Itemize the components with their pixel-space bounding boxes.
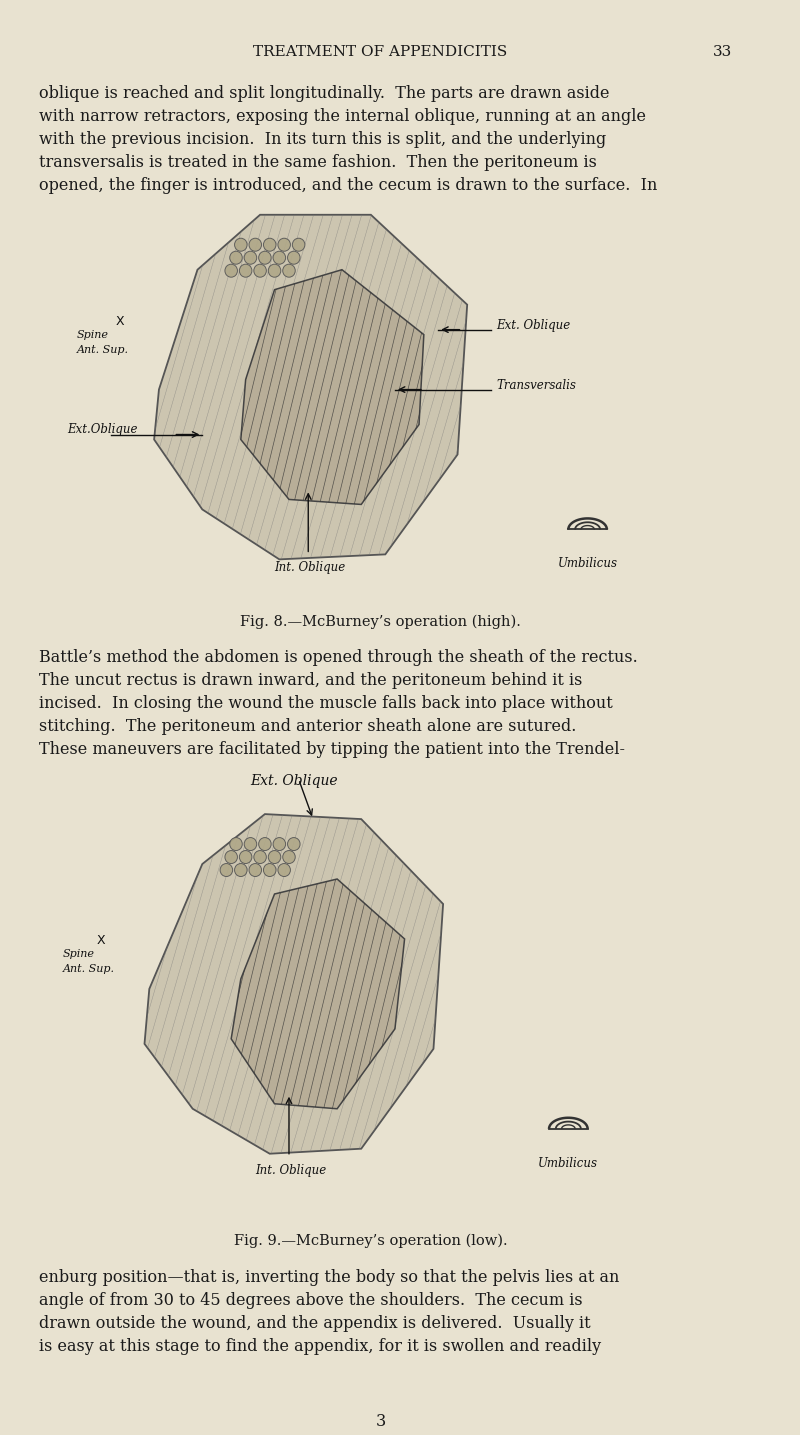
Circle shape [249,238,262,251]
Text: Ant. Sup.: Ant. Sup. [77,344,129,354]
Circle shape [220,864,233,877]
Text: Fig. 8.—McBurney’s operation (high).: Fig. 8.—McBurney’s operation (high). [240,614,521,629]
Circle shape [287,838,300,851]
Text: Int. Oblique: Int. Oblique [255,1164,326,1177]
Circle shape [263,238,276,251]
Circle shape [268,851,281,864]
Circle shape [254,851,266,864]
Text: 33: 33 [713,44,732,59]
Text: oblique is reached and split longitudinally.  The parts are drawn aside: oblique is reached and split longitudina… [38,85,609,102]
Text: The uncut rectus is drawn inward, and the peritoneum behind it is: The uncut rectus is drawn inward, and th… [38,672,582,689]
Text: enburg position—that is, inverting the body so that the pelvis lies at an: enburg position—that is, inverting the b… [38,1269,619,1286]
Text: Ext. Oblique: Ext. Oblique [496,319,570,331]
Text: Int. Oblique: Int. Oblique [274,561,346,574]
Circle shape [249,864,262,877]
Circle shape [225,264,238,277]
Circle shape [292,238,305,251]
Text: Spine: Spine [62,949,94,959]
Circle shape [278,864,290,877]
Circle shape [234,238,247,251]
Circle shape [273,251,286,264]
Text: Transversalis: Transversalis [496,379,576,392]
Circle shape [225,851,238,864]
Text: Spine: Spine [77,330,109,340]
Text: 3: 3 [375,1413,386,1431]
Text: Ant. Sup.: Ant. Sup. [62,964,114,974]
Circle shape [282,264,295,277]
Polygon shape [145,814,443,1154]
Text: Umbilicus: Umbilicus [558,557,618,570]
Text: with the previous incision.  In its turn this is split, and the underlying: with the previous incision. In its turn … [38,131,606,148]
Circle shape [230,838,242,851]
Text: Ext.Oblique: Ext.Oblique [67,423,138,436]
Text: transversalis is treated in the same fashion.  Then the peritoneum is: transversalis is treated in the same fas… [38,154,597,171]
Text: X: X [116,316,125,329]
Text: Fig. 9.—McBurney’s operation (low).: Fig. 9.—McBurney’s operation (low). [234,1234,508,1248]
Text: drawn outside the wound, and the appendix is delivered.  Usually it: drawn outside the wound, and the appendi… [38,1314,590,1332]
Circle shape [230,251,242,264]
Text: incised.  In closing the wound the muscle falls back into place without: incised. In closing the wound the muscle… [38,695,612,712]
Circle shape [239,851,252,864]
Polygon shape [154,215,467,560]
Text: TREATMENT OF APPENDICITIS: TREATMENT OF APPENDICITIS [254,44,508,59]
Polygon shape [231,880,405,1109]
Text: stitching.  The peritoneum and anterior sheath alone are sutured.: stitching. The peritoneum and anterior s… [38,718,576,735]
Circle shape [244,251,257,264]
Text: X: X [97,934,106,947]
Circle shape [287,251,300,264]
Text: These maneuvers are facilitated by tipping the patient into the Trendel-: These maneuvers are facilitated by tippi… [38,740,625,758]
Text: Umbilicus: Umbilicus [538,1157,598,1170]
Text: is easy at this stage to find the appendix, for it is swollen and readily: is easy at this stage to find the append… [38,1337,601,1355]
Circle shape [258,838,271,851]
Circle shape [268,264,281,277]
Circle shape [258,251,271,264]
Text: opened, the finger is introduced, and the cecum is drawn to the surface.  In: opened, the finger is introduced, and th… [38,177,657,194]
Circle shape [282,851,295,864]
Text: Ext. Oblique: Ext. Oblique [250,773,338,788]
Circle shape [278,238,290,251]
Circle shape [263,864,276,877]
Circle shape [239,264,252,277]
Text: angle of from 30 to 45 degrees above the shoulders.  The cecum is: angle of from 30 to 45 degrees above the… [38,1292,582,1309]
Circle shape [244,838,257,851]
Text: with narrow retractors, exposing the internal oblique, running at an angle: with narrow retractors, exposing the int… [38,108,646,125]
Circle shape [254,264,266,277]
Circle shape [273,838,286,851]
Polygon shape [241,270,424,505]
Circle shape [234,864,247,877]
Text: Battle’s method the abdomen is opened through the sheath of the rectus.: Battle’s method the abdomen is opened th… [38,649,638,666]
